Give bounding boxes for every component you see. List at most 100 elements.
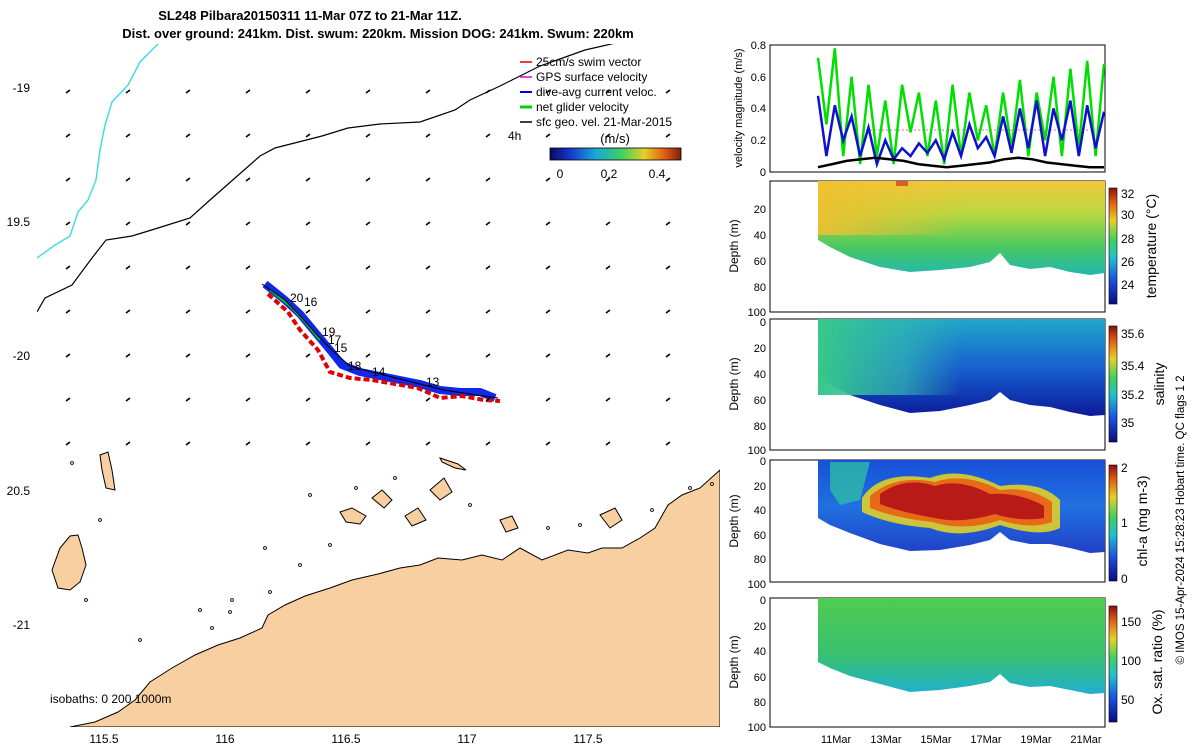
credit-text: © IMOS 15-Apr-2024 15:28:23 Hobart time.…	[1175, 375, 1187, 664]
ox-ctick: 100	[1121, 654, 1141, 668]
chl-ctick: 1	[1121, 516, 1128, 530]
vector-arrow	[365, 265, 371, 270]
vector-arrow	[65, 353, 71, 358]
chl-ytick: 100	[748, 579, 766, 591]
vector-arrow	[305, 221, 311, 226]
vector-arrow	[665, 221, 671, 226]
land-island-c	[371, 489, 393, 509]
isobath-note: isobaths: 0 200 1000m	[50, 692, 171, 706]
vector-arrow	[125, 397, 131, 402]
land-island-h	[499, 515, 519, 533]
chl-ytick: 0	[760, 456, 766, 468]
land-island-f	[99, 451, 116, 491]
vector-arrow	[485, 221, 491, 226]
ox-ytick: 80	[754, 697, 766, 709]
vector-arrow	[125, 221, 131, 226]
vector-arrow	[605, 353, 611, 358]
chla-clabel: chl-a (mg m-3)	[1134, 475, 1150, 566]
vector-arrow	[65, 441, 71, 446]
vector-arrow	[245, 353, 251, 358]
salinity-panel: 0 20 40 60 80 100 Depth (m) 35.6 35.4 35…	[727, 317, 1167, 457]
small-islets	[70, 461, 714, 642]
land-island-a	[439, 457, 467, 471]
sal-ytick: 40	[754, 369, 766, 381]
vector-arrow	[245, 221, 251, 226]
vector-arrow	[545, 397, 551, 402]
vector-arrow	[545, 441, 551, 446]
legend-label: GPS surface velocity	[536, 70, 647, 84]
legend-label: dive-avg current veloc.	[536, 85, 657, 99]
day-label: 20	[290, 291, 304, 305]
legend-label: 25cm/s swim vector	[536, 55, 641, 69]
oxygen-xticks: 11Mar 13Mar 15Mar 17Mar 19Mar 21Mar	[821, 734, 1102, 746]
vector-arrow	[185, 177, 191, 182]
temp-ctick: 30	[1121, 208, 1135, 222]
vector-arrow	[365, 309, 371, 314]
vector-arrow	[605, 221, 611, 226]
sal-ytick: 100	[748, 445, 766, 457]
track-line	[261, 283, 499, 399]
vector-arrow	[425, 309, 431, 314]
chl-ctick: 2	[1121, 461, 1128, 475]
oxygen-section	[818, 598, 1105, 694]
vector-arrow	[485, 353, 491, 358]
chla-colorbar	[1108, 464, 1118, 582]
ox-ytick: 20	[754, 621, 766, 633]
temperature-ylabel: Depth (m)	[727, 219, 741, 272]
oxygen-panel: 0 20 40 60 80 100 Depth (m) 11Mar 13Mar …	[727, 595, 1165, 746]
vector-arrow	[65, 309, 71, 314]
day-label: 16	[304, 295, 318, 309]
vector-arrow	[485, 309, 491, 314]
map-colorbar-tick: 0.4	[649, 167, 666, 181]
vector-arrow	[365, 133, 371, 138]
temp-ytick: 60	[754, 256, 766, 268]
vector-arrow	[245, 441, 251, 446]
glider-track	[261, 280, 501, 403]
map-lon-ticks: 115.5 116 116.5 117 117.5	[89, 732, 602, 746]
vector-arrow	[545, 265, 551, 270]
vel-ytick: 0	[760, 167, 766, 179]
vector-arrow	[125, 177, 131, 182]
track-swim-vector	[266, 292, 501, 403]
ox-xtick: 13Mar	[870, 734, 902, 746]
map-title-line2: Dist. over ground: 241km. Dist. swum: 22…	[122, 26, 634, 41]
velocity-ylabel: velocity magnitude (m/s)	[733, 48, 745, 167]
vector-arrow	[605, 309, 611, 314]
vector-arrow	[185, 309, 191, 314]
vector-arrow	[185, 265, 191, 270]
isobath-1000m	[37, 44, 159, 259]
salinity-section-west	[818, 319, 1105, 395]
day-label: 14	[372, 365, 386, 379]
vector-arrow	[185, 397, 191, 402]
vector-arrow	[365, 441, 371, 446]
lat-tick: 19.5	[7, 215, 31, 229]
isobath-200m	[37, 44, 614, 313]
vel-ytick: 0.8	[751, 40, 766, 52]
sal-ctick: 35.6	[1121, 327, 1145, 341]
vel-ytick: 0.2	[751, 135, 766, 147]
vector-arrow	[305, 133, 311, 138]
vector-arrow	[425, 441, 431, 446]
vector-arrow	[305, 397, 311, 402]
vector-arrow	[425, 353, 431, 358]
vector-arrow	[365, 353, 371, 358]
sal-ctick: 35	[1121, 416, 1135, 430]
oxygen-cticks: 150 100 50	[1121, 615, 1141, 707]
lon-tick: 117.5	[573, 732, 602, 746]
legend-entry-swim-vector: 25cm/s swim vector	[520, 55, 641, 69]
vector-arrow	[665, 177, 671, 182]
vector-arrow	[425, 177, 431, 182]
legend-label: net glider velocity	[536, 100, 629, 114]
vector-arrow	[485, 133, 491, 138]
ox-ytick: 40	[754, 646, 766, 658]
vector-arrow	[665, 441, 671, 446]
velocity-yticks: 0 0.2 0.4 0.6 0.8	[751, 40, 766, 179]
sal-ytick: 60	[754, 395, 766, 407]
vector-arrow	[245, 89, 251, 94]
temperature-clabel: temperature (°C)	[1143, 194, 1159, 298]
ox-xtick: 17Mar	[970, 734, 1002, 746]
chla-ylabel: Depth (m)	[727, 494, 741, 547]
velocity-lines	[816, 48, 1106, 169]
salinity-colorbar	[1108, 325, 1118, 443]
vector-arrow	[305, 89, 311, 94]
